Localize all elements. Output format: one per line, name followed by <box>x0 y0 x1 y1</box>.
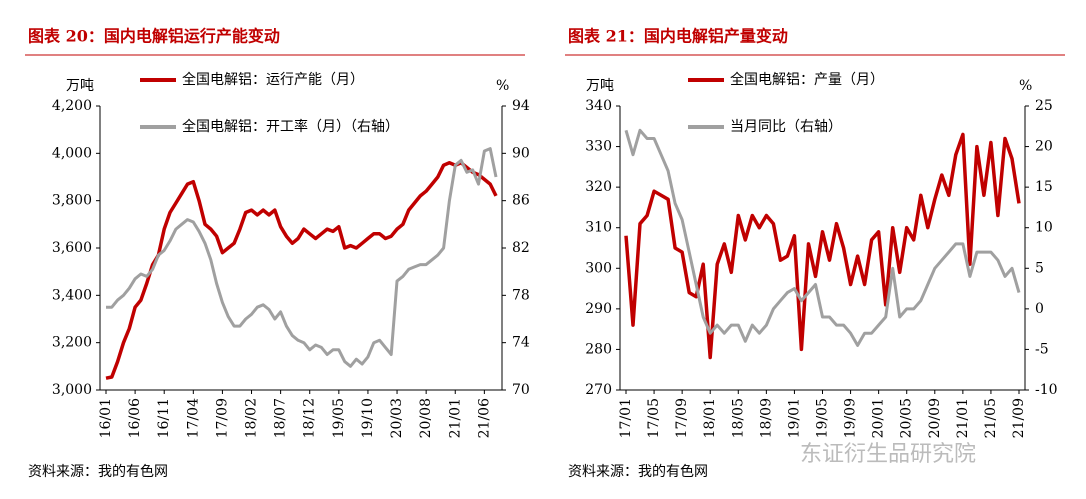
legend-label: 全国电解铝：运行产能（月） <box>182 71 364 88</box>
x-tick-label: 21/09 <box>1011 398 1027 438</box>
x-tick-label: 17/09 <box>214 398 230 438</box>
legend-label: 全国电解铝：开工率（月）（右轴） <box>182 118 399 135</box>
y-tick-label: 340 <box>585 98 612 114</box>
y2-tick-label: 70 <box>512 382 530 398</box>
source: 资料来源：我的有色网 <box>28 463 168 480</box>
y-tick-label: 330 <box>585 139 612 155</box>
x-tick-label: 21/01 <box>955 398 971 438</box>
y-tick-label: 4,000 <box>52 145 92 161</box>
y-axis-label: 万吨 <box>586 78 614 94</box>
x-tick-label: 17/01 <box>618 398 634 438</box>
y2-tick-label: -5 <box>1035 341 1049 357</box>
y2-tick-label: 82 <box>512 240 530 256</box>
x-tick-label: 17/09 <box>674 398 690 438</box>
x-tick-label: 20/03 <box>389 398 405 438</box>
y2-tick-label: 20 <box>1035 139 1053 155</box>
y2-tick-label: 10 <box>1035 220 1053 236</box>
x-tick-label: 19/10 <box>360 398 376 438</box>
y-tick-label: 3,000 <box>52 382 92 398</box>
x-tick-label: 18/07 <box>273 398 289 438</box>
x-tick-label: 18/12 <box>302 398 318 438</box>
y2-tick-label: 5 <box>1035 260 1044 276</box>
x-tick-label: 20/01 <box>871 398 887 438</box>
x-tick-label: 17/05 <box>646 398 662 438</box>
x-tick-label: 20/09 <box>927 398 943 438</box>
legend-label: 全国电解铝：产量（月） <box>730 71 884 88</box>
source: 资料来源：我的有色网 <box>568 463 708 480</box>
y2-tick-label: -10 <box>1035 382 1058 398</box>
y-tick-label: 3,400 <box>52 287 92 303</box>
x-tick-label: 18/05 <box>730 398 746 438</box>
y-axis-label: 万吨 <box>66 78 94 94</box>
y-tick-label: 300 <box>585 260 612 276</box>
x-tick-label: 19/09 <box>843 398 859 438</box>
y-tick-label: 3,600 <box>52 240 92 256</box>
y-tick-label: 4,200 <box>52 98 92 114</box>
x-tick-label: 17/04 <box>185 398 201 438</box>
y2-tick-label: 90 <box>512 145 530 161</box>
x-tick-label: 18/09 <box>758 398 774 438</box>
x-tick-label: 21/01 <box>447 398 463 438</box>
y-tick-label: 280 <box>585 341 612 357</box>
x-tick-label: 20/08 <box>418 398 434 438</box>
x-tick-label: 16/01 <box>98 398 114 438</box>
x-tick-label: 18/02 <box>244 398 260 438</box>
y-tick-label: 310 <box>585 220 612 236</box>
y-tick-label: 320 <box>585 179 612 195</box>
y2-tick-label: 74 <box>512 335 530 351</box>
y2-tick-label: 78 <box>512 287 530 303</box>
series-line <box>105 161 498 380</box>
chart-title: 图表 21：国内电解铝产量变动 <box>568 27 788 46</box>
y-tick-label: 3,200 <box>52 335 92 351</box>
y-tick-label: 270 <box>585 382 612 398</box>
y-tick-label: 3,800 <box>52 193 92 209</box>
series-line <box>106 147 498 368</box>
x-tick-label: 16/11 <box>156 398 172 438</box>
chart-title: 图表 20：国内电解铝运行产能变动 <box>28 27 280 46</box>
x-tick-label: 18/01 <box>702 398 718 438</box>
x-tick-label: 20/05 <box>899 398 915 438</box>
y2-tick-label: 0 <box>1035 301 1044 317</box>
y2-tick-label: 25 <box>1035 98 1053 114</box>
x-tick-label: 21/05 <box>983 398 999 438</box>
x-tick-label: 19/05 <box>331 398 347 438</box>
x-tick-label: 19/01 <box>786 398 802 438</box>
y2-axis-label: % <box>496 78 509 94</box>
y2-axis-label: % <box>1019 78 1032 94</box>
legend-label: 当月同比（右轴） <box>730 119 842 135</box>
y2-tick-label: 94 <box>512 98 530 114</box>
series-line <box>624 128 1021 347</box>
series-line <box>624 132 1021 360</box>
x-tick-label: 19/05 <box>815 398 831 438</box>
x-tick-label: 16/06 <box>127 398 143 438</box>
y2-tick-label: 86 <box>512 193 530 209</box>
y2-tick-label: 15 <box>1035 179 1053 195</box>
x-tick-label: 21/06 <box>476 398 492 438</box>
y-tick-label: 290 <box>585 301 612 317</box>
watermark: 东证衍生品研究院 <box>800 442 976 467</box>
